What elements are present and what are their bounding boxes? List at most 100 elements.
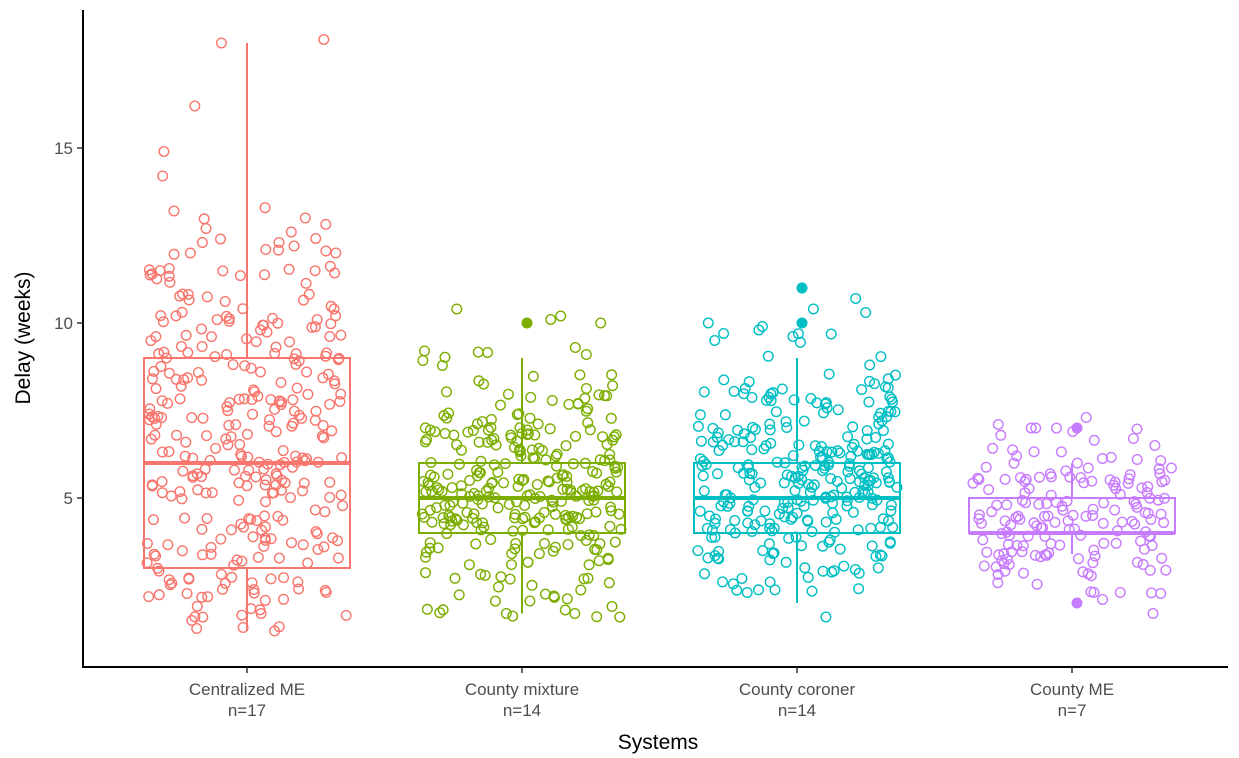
data-point (560, 513, 572, 525)
data-point (862, 462, 874, 474)
data-point (502, 388, 514, 400)
data-point (1104, 474, 1116, 486)
data-point (191, 600, 203, 612)
data-point (515, 450, 527, 462)
data-point (580, 483, 592, 495)
data-point (485, 422, 497, 434)
data-point (437, 512, 449, 524)
data-point (764, 424, 776, 436)
data-point (749, 423, 761, 435)
data-point (594, 538, 606, 550)
x-category-label: Centralized ME (189, 680, 305, 699)
data-point (219, 577, 231, 589)
data-point (302, 557, 314, 569)
data-point (580, 349, 592, 361)
data-point (767, 387, 779, 399)
data-point (799, 562, 811, 574)
data-point (1114, 488, 1126, 500)
data-point (860, 307, 872, 319)
data-point (227, 359, 239, 371)
data-point (270, 468, 282, 480)
data-point (1137, 559, 1149, 571)
data-point (176, 493, 188, 505)
data-point (252, 551, 264, 563)
data-point (1087, 510, 1099, 522)
data-point (986, 506, 998, 518)
data-point (508, 441, 520, 453)
data-point (571, 511, 583, 523)
data-point (196, 523, 208, 535)
data-point (889, 406, 901, 418)
data-point (977, 534, 989, 546)
data-point (318, 432, 330, 444)
x-category-n-label: n=14 (778, 701, 816, 720)
data-point (760, 394, 772, 406)
data-point (247, 531, 259, 543)
data-point (980, 461, 992, 473)
data-point (324, 476, 336, 488)
data-point (156, 476, 168, 488)
data-point (582, 572, 594, 584)
data-point (183, 294, 195, 306)
data-point (156, 395, 168, 407)
data-point (235, 518, 247, 530)
data-point (519, 511, 531, 523)
data-point (273, 552, 285, 564)
data-point (150, 331, 162, 343)
data-point (524, 595, 536, 607)
data-point (1005, 519, 1017, 531)
data-point (1038, 510, 1050, 522)
data-point (441, 412, 453, 424)
data-point (273, 236, 285, 248)
data-point (1105, 451, 1117, 463)
data-point (729, 436, 741, 448)
data-point (704, 510, 716, 522)
data-point (702, 317, 714, 329)
data-point (297, 539, 309, 551)
data-point (698, 485, 710, 497)
data-point (787, 331, 799, 343)
data-point (310, 526, 322, 538)
data-point (729, 515, 741, 527)
data-point (168, 248, 180, 260)
data-point (742, 505, 754, 517)
data-point (531, 479, 543, 491)
data-point (183, 573, 195, 585)
data-point (210, 442, 222, 454)
data-point (852, 524, 864, 536)
data-point (1015, 472, 1027, 484)
data-point (329, 267, 341, 279)
data-point (228, 464, 240, 476)
data-point (580, 405, 592, 417)
data-point (259, 594, 271, 606)
data-point (445, 511, 457, 523)
data-point (759, 505, 771, 517)
data-point (1028, 517, 1040, 529)
data-point (233, 393, 245, 405)
data-point (770, 406, 782, 418)
data-point (1096, 453, 1108, 465)
data-point (886, 393, 898, 405)
data-point (518, 474, 530, 486)
data-point (1071, 457, 1083, 469)
data-point (464, 475, 476, 487)
data-point (1131, 454, 1143, 466)
data-point (290, 450, 302, 462)
data-point (597, 431, 609, 443)
data-point (255, 608, 267, 620)
y-ticks: 5 10 15 (54, 139, 83, 508)
data-point (248, 584, 260, 596)
data-point (243, 464, 255, 476)
data-point (820, 611, 832, 623)
data-point (419, 436, 431, 448)
data-point (1153, 463, 1165, 475)
data-point (263, 420, 275, 432)
data-point (875, 521, 887, 533)
data-point (561, 593, 573, 605)
data-point (992, 419, 1004, 431)
data-point (164, 579, 176, 591)
data-point (870, 432, 882, 444)
data-point (288, 405, 300, 417)
data-point (550, 450, 562, 462)
data-point (148, 548, 160, 560)
